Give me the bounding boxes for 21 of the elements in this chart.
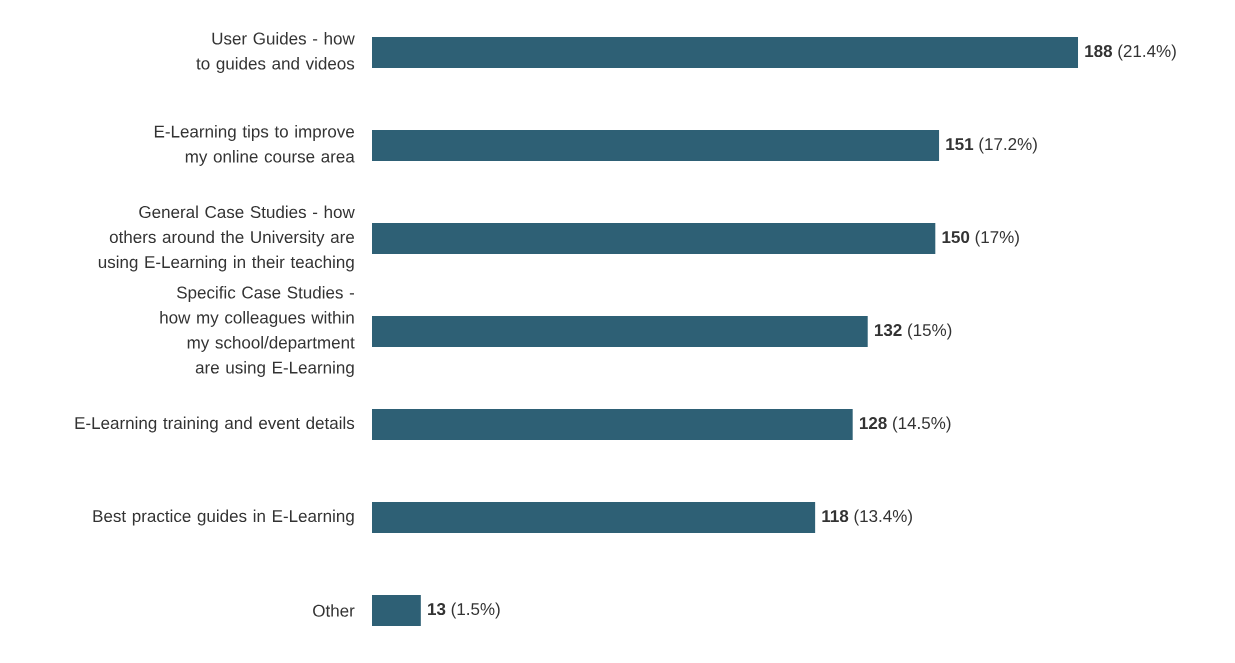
y-tick-label: User Guides - how to guides and videos xyxy=(196,32,355,73)
bar xyxy=(372,595,421,627)
y-tick-label: Other xyxy=(313,604,355,617)
bar xyxy=(372,316,868,347)
y-tick-label: Specific Case Studies - how my colleagues within my school/department are using E-Learning xyxy=(160,286,355,377)
y-tick-label: Best practice guides in E-Learning xyxy=(93,509,354,526)
bar xyxy=(372,223,936,254)
data-label: 150 (17%) xyxy=(942,230,1019,247)
y-tick-label: General Case Studies - how others around the University are using E-Learning in their teaching xyxy=(98,205,355,272)
y-tick-label: E-Learning tips to improve my online course area xyxy=(154,125,355,166)
bar xyxy=(372,502,816,534)
bar xyxy=(372,37,1079,68)
data-label: 128 (14.5%) xyxy=(859,416,951,433)
data-label: 188 (21.4%) xyxy=(1085,44,1176,61)
data-label: 132 (15%) xyxy=(874,323,952,340)
data-label: 151 (17.2%) xyxy=(946,137,1037,154)
data-label: 118 (13.4%) xyxy=(822,509,912,526)
bar xyxy=(372,130,940,161)
bar xyxy=(372,409,853,440)
data-label: 13 (1.5%) xyxy=(428,602,500,619)
y-tick-label: E-Learning training and event details xyxy=(75,416,355,433)
